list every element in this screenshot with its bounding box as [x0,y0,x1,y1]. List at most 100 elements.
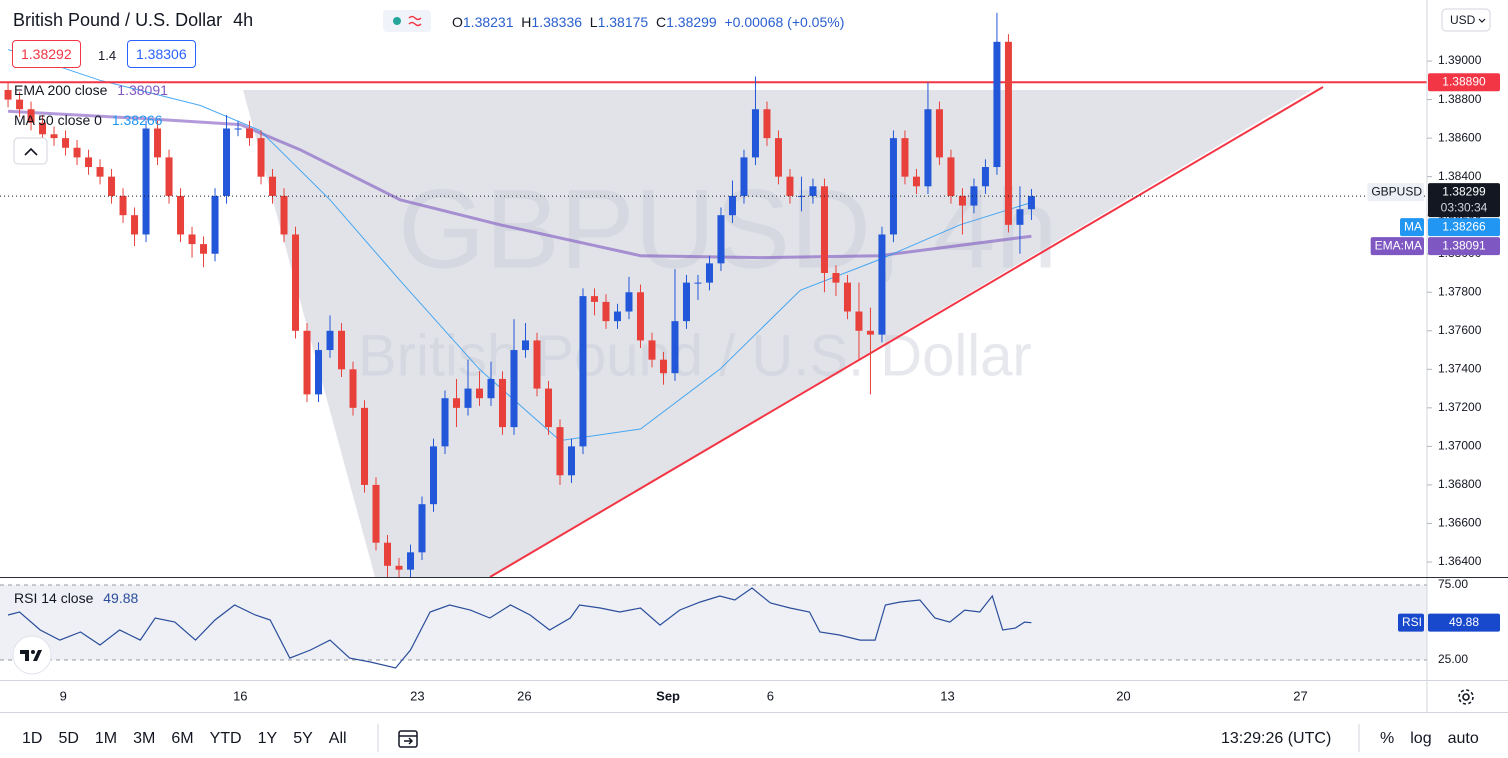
candle-body [154,128,162,158]
clock: 13:29:26 (UTC) [1221,730,1332,747]
y-tick-label: 1.38600 [1438,130,1482,144]
scale-buttons: % log auto [1380,730,1495,748]
toolbar-button[interactable]: All [328,730,347,747]
candle-body [797,195,805,197]
candle-body [108,176,116,196]
ohlc-value: 1.38336 [531,14,583,30]
candle-body [579,296,587,447]
candle-body [1004,41,1012,225]
candle-body [533,340,541,389]
price-tag [1428,218,1500,237]
price-tag-value: 1.38091 [1442,238,1486,252]
price-tag-countdown: 03:30:34 [1441,200,1488,214]
toolbar-button[interactable]: 1D [22,730,43,747]
ohlc-label: O [452,14,463,30]
x-tick-label: 16 [233,688,247,703]
toolbar-button[interactable]: YTD [209,730,242,747]
y-tick-label: 1.36600 [1438,516,1482,530]
candle-body [694,282,702,284]
toolbar-button[interactable]: auto [1447,730,1479,747]
candle-body [843,282,851,312]
x-tick-label: 26 [517,688,531,703]
candle-body [246,128,254,139]
candle-body [602,301,610,322]
ohlc-label: L [589,14,598,30]
buy-button[interactable]: 1.38306 [127,40,196,68]
candle-body [407,552,415,570]
candle-body [39,122,47,135]
toolbar-button[interactable]: 1M [94,730,118,747]
candle-body [223,128,231,196]
toolbar-button[interactable]: 1Y [257,730,278,747]
candle-body [384,542,392,566]
legend-value: 1.38266 [111,112,163,128]
x-tick-label: 13 [940,688,954,703]
candle-body [924,109,932,187]
currency[interactable]: USD [1450,13,1476,27]
y-tick-label: 1.38800 [1438,92,1482,106]
candle-body [131,215,139,235]
candle-body [16,99,24,110]
toolbar-button[interactable]: 5Y [293,730,313,747]
candle-body [544,388,552,428]
candle-body [832,272,840,283]
header-toggles[interactable] [383,10,431,32]
candle-body [4,89,12,100]
x-tick-label: 6 [767,688,774,703]
date-range-icon[interactable] [398,730,418,748]
toolbar-button[interactable]: % [1380,730,1395,747]
interval[interactable]: 4h [233,10,254,30]
toolbar-button[interactable]: 3M [133,730,156,747]
candle-body [556,427,564,476]
candle-body [418,504,426,553]
rsi-tick-label: 75.00 [1438,577,1468,591]
candle-body [763,109,771,139]
price-tags: 1.38890 1.38299 03:30:34 GBPUSD 1.38266 MA 1.3… [1367,73,1500,632]
price-pane [0,12,1427,577]
price-tag-value: 1.38266 [1442,219,1486,233]
tradingview-logo[interactable] [12,635,52,675]
legend-value: 49.88 [103,590,139,606]
price-tag-value: 1.38890 [1442,74,1486,88]
price-tag [1428,613,1500,632]
sell-button[interactable]: 1.38292 [12,40,81,68]
candle-body [970,186,978,206]
candle-body [361,407,369,485]
x-tick-label: 23 [410,688,424,703]
candle-body [625,292,633,312]
toolbar-button[interactable]: 5D [58,730,79,747]
candle-body [590,296,598,302]
toolbar-button[interactable]: 6M [171,730,194,747]
candle-body [636,292,644,341]
collapse-button[interactable] [13,137,48,165]
candle-body [96,167,104,177]
currency-button[interactable] [1441,8,1491,32]
candle-body [613,311,621,322]
moving-average-line [7,109,1032,260]
legend-value: 1.38091 [117,82,168,98]
toolbar-button[interactable]: log [1410,730,1432,747]
candle-body [740,157,748,196]
candle-body [234,128,242,130]
price-tag-label [1367,183,1424,202]
y-tick-label: 1.37400 [1438,361,1482,375]
rsi-pane [0,584,1427,669]
moving-average-line [7,49,1032,442]
candle-body [475,388,483,399]
price-tag-name: MA [1404,219,1422,233]
candle-body [671,321,679,374]
candle-body [901,138,909,177]
price-tag-value: 49.88 [1449,615,1479,629]
candle-body [521,340,529,351]
legend-name: MA 50 close 0 [14,112,102,128]
ma-legend: MA 50 close 0 1.38266 [14,112,162,128]
settings-icon[interactable] [1458,689,1474,705]
candle-body [993,41,1001,168]
x-tick-label: 27 [1293,688,1307,703]
candle-body [487,378,495,399]
candle-body [855,311,863,331]
y-tick-label: 1.37000 [1438,439,1482,453]
symbol-header: British Pound / U.S. Dollar 4h [13,10,253,31]
candle-body [27,109,35,123]
candle-body [981,167,989,187]
